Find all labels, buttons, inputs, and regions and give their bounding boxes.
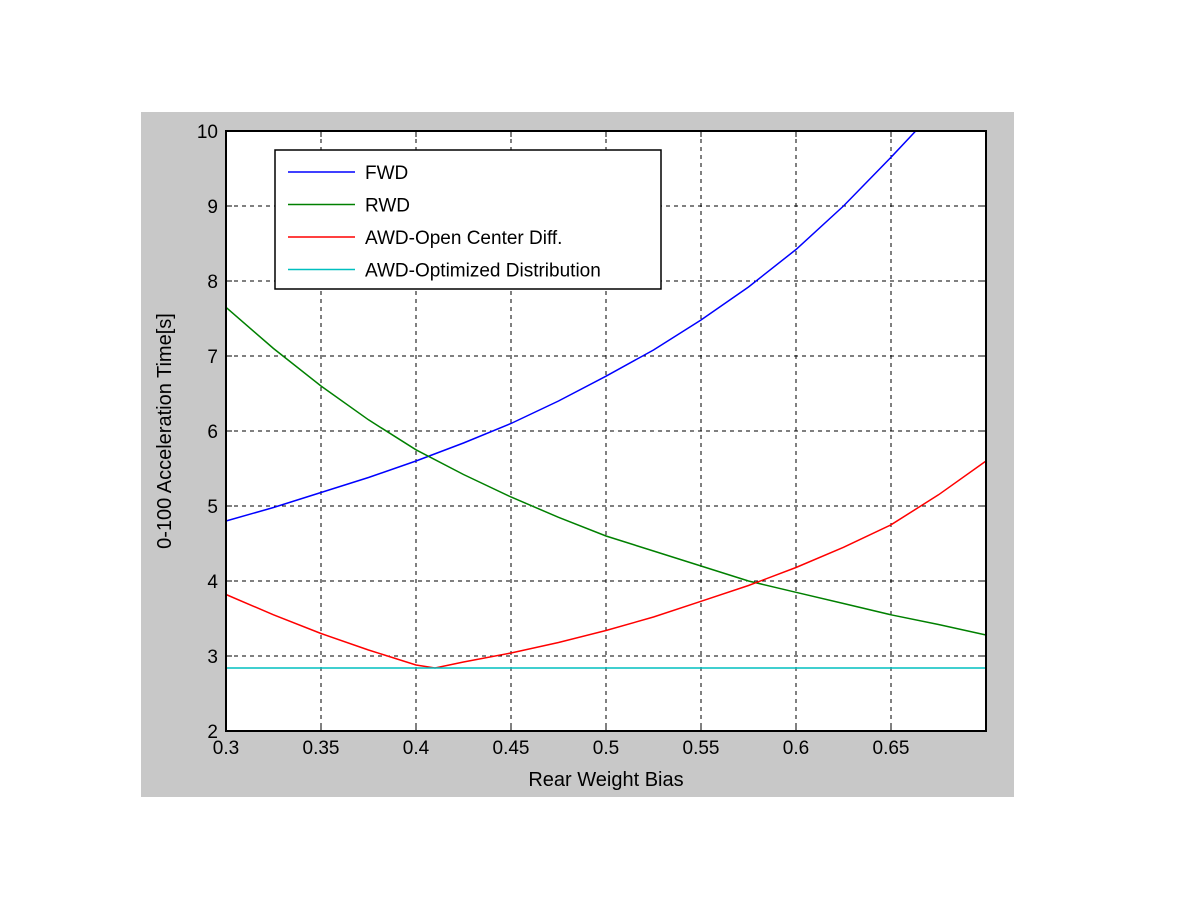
legend-label: AWD-Open Center Diff. [365,228,562,249]
y-tick-label: 4 [207,572,218,593]
x-tick-label: 0.65 [873,738,910,759]
series-line-awd-open-center-diff- [225,460,987,669]
legend: FWD RWD AWD-Open Center Diff. AWD-Optimized… [274,149,662,290]
y-tick-label: 7 [207,347,218,368]
legend-label: RWD [365,196,410,217]
x-tick-label: 0.45 [493,738,530,759]
legend-box [274,149,662,290]
series-layer [225,130,987,669]
y-tick-label: 3 [207,647,218,668]
y-tick-label: 10 [197,122,218,143]
chart: 0.3 0.35 0.4 0.45 0.5 0.55 0.6 0.65 2 3 4 5 6 7 8 9 10 R… [154,122,987,791]
x-tick-label: 0.6 [783,738,809,759]
y-tick-label: 8 [207,272,218,293]
x-tick-label: 0.55 [683,738,720,759]
series-line-fwd [225,130,917,522]
legend-label: AWD-Optimized Distribution [365,261,601,282]
y-tick-label: 5 [207,497,218,518]
ticks: 0.3 0.35 0.4 0.45 0.5 0.55 0.6 0.65 2 3 4 5 6 7 8 9 10 [197,122,986,759]
x-axis-title: Rear Weight Bias [528,769,683,791]
y-axis-title: 0-100 Acceleration Time[s] [154,313,176,549]
series-line-rwd [225,306,987,636]
x-tick-label: 0.3 [213,738,239,759]
figure-frame: 0.3 0.35 0.4 0.45 0.5 0.55 0.6 0.65 2 3 4 5 6 7 8 9 10 R… [141,112,1014,797]
legend-label: FWD [365,163,408,184]
y-tick-label: 2 [207,722,218,743]
x-tick-label: 0.4 [403,738,430,759]
y-tick-label: 9 [207,197,218,218]
x-tick-label: 0.35 [303,738,340,759]
x-tick-label: 0.5 [593,738,619,759]
y-tick-label: 6 [207,422,218,443]
